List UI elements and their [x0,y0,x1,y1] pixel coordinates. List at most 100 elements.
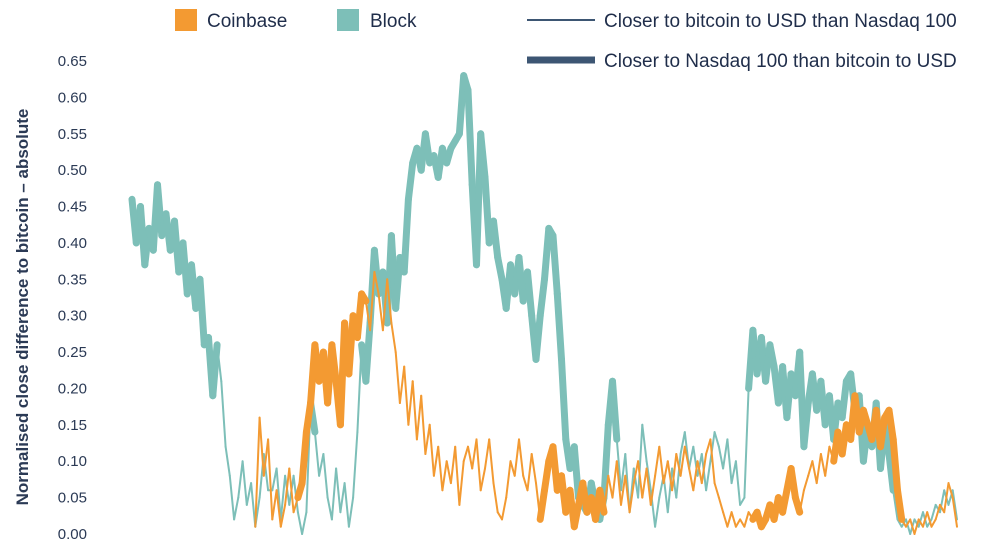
series-coinbase-segment [403,365,410,426]
y-axis-label: Normalised close difference to bitcoin –… [13,109,32,506]
series-coinbase-segment [381,278,389,332]
series-coinbase-segment [445,460,452,485]
series-block-segment [615,438,622,492]
series-coinbase-segment [922,511,929,528]
series-coinbase-segment [779,486,791,516]
series-coinbase-segment [488,438,495,485]
series-coinbase-segment [798,489,805,514]
series-coinbase-segment [679,445,686,477]
y-tick-label: 0.45 [58,199,87,216]
series-coinbase-segment [390,322,397,354]
y-tick-label: 0.30 [58,308,87,325]
series-coinbase-segment [505,460,512,499]
legend-swatch-coinbase [175,9,197,31]
series-coinbase-segment [536,486,548,523]
series-block-segment [271,467,278,492]
y-tick-label: 0.55 [58,126,87,143]
series-block-segment [301,511,308,535]
series-coinbase-segment [415,394,423,441]
series-block-segment [905,518,912,535]
series-block-segment [717,445,725,470]
series-block-segment [666,467,674,514]
series-coinbase-segment [620,474,627,506]
series-coinbase-segment [454,445,461,506]
series-coinbase-segment [696,460,703,485]
series-coinbase-segment [611,460,618,499]
series-block-segment [404,159,417,203]
series-block [128,72,958,535]
series-coinbase-segment [947,482,954,499]
series-block-segment [637,423,644,499]
series-block-segment [313,431,321,477]
series-coinbase-segment [671,453,678,492]
series-coinbase-segment [484,438,491,470]
y-tick-label: 0.20 [58,380,87,397]
series-coinbase-segment [328,341,340,385]
series-block-segment [477,130,489,181]
y-tick-label: 0.05 [58,490,87,507]
series-coinbase-segment [358,290,370,305]
series-block-segment [951,489,958,521]
series-block-segment [343,482,350,528]
series-block-segment [609,377,621,443]
series-coinbase-segment [449,445,457,485]
plot-area [128,72,958,535]
series-coinbase-segment [420,394,427,455]
series-block-segment [318,453,325,477]
series-block-segment [671,467,678,499]
series-block-segment [713,431,720,448]
series-block-segment [275,467,282,521]
series-block-segment [722,438,729,470]
series-block-segment [196,275,208,349]
series-coinbase-segment [603,474,610,514]
series-block-segment [228,474,236,521]
series-coinbase-segment [302,399,315,436]
y-tick-label: 0.35 [58,271,87,288]
series-coinbase-segment [824,445,831,477]
series-coinbase-segment [877,414,889,451]
y-tick-label: 0.00 [58,526,87,543]
series-coinbase-segment [807,460,814,477]
series-block-segment [705,460,712,492]
series-block-segment [279,474,287,521]
series-coinbase-segment [262,438,270,477]
series-coinbase-segment [717,496,725,514]
series-block-segment [326,496,333,521]
series-coinbase-segment [530,453,537,485]
series-block-segment [541,224,553,283]
series-block-segment [322,453,329,499]
series-coinbase-segment [722,511,729,528]
series-coinbase-segment [791,494,804,516]
series-coinbase-segment [432,445,440,477]
series-coinbase-segment [541,457,553,494]
series-block-segment [570,443,582,502]
legend: Coinbase Block Closer to bitcoin to USD … [175,9,957,72]
series-coinbase-segment [441,460,448,492]
series-coinbase-segment [641,467,648,499]
series-block-segment [347,496,355,528]
series-block-segment [645,460,652,492]
legend-label-thin-line: Closer to bitcoin to USD than Nasdaq 100 [604,11,957,32]
series-block-segment [641,423,648,463]
series-coinbase-segment [819,453,827,477]
series-block-segment [892,489,899,521]
series-coinbase-segment [624,474,631,514]
series-coinbase-segment [467,445,474,470]
series-coinbase-segment [700,453,708,485]
series-coinbase-segment [889,435,901,494]
series-block-segment [362,319,374,385]
series-coinbase-segment [709,438,716,485]
series-block-segment [549,232,561,298]
series-block-segment [296,511,304,535]
series-coinbase-segment [726,511,733,528]
series-block-segment [838,377,850,422]
series-coinbase-segment [917,518,924,528]
series-coinbase-segment [951,496,958,528]
series-coinbase-segment [428,423,435,477]
series-coinbase-segment [811,460,818,485]
series-block-segment [536,275,548,320]
y-tick-label: 0.60 [58,89,87,106]
series-coinbase-segment [526,453,533,492]
series-coinbase-segment [288,467,295,514]
